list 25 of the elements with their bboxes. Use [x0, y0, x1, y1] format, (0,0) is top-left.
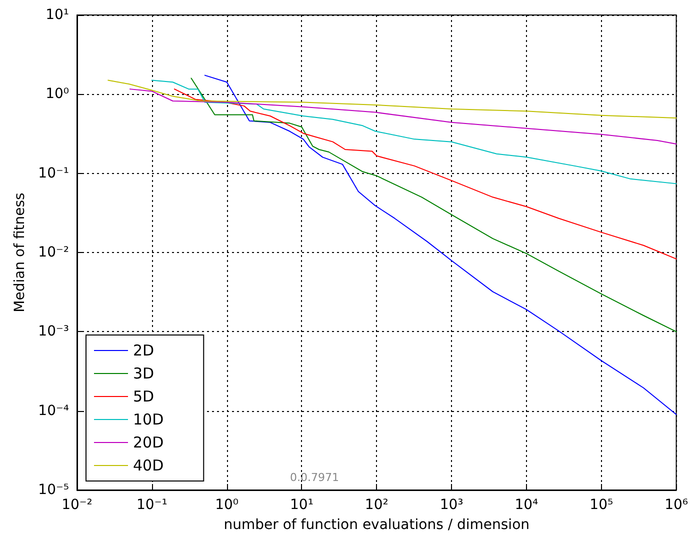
x-tick-label: 10⁻¹ [136, 497, 168, 513]
legend-label: 5D [133, 388, 154, 406]
x-tick-label: 10⁰ [215, 497, 239, 513]
legend-label: 20D [133, 434, 164, 452]
y-tick-label: 10⁻⁵ [38, 482, 69, 498]
x-tick-label: 10² [364, 497, 388, 513]
y-tick-label: 10¹ [46, 7, 69, 23]
y-tick-label: 10⁰ [46, 86, 70, 102]
x-tick-label: 10⁻² [62, 497, 92, 513]
x-tick-label: 10⁵ [590, 497, 614, 513]
y-tick-label: 10⁻¹ [38, 165, 69, 182]
x-tick-label: 10³ [440, 497, 464, 513]
x-tick-label: 10⁶ [664, 497, 688, 513]
x-tick-label: 10⁴ [514, 497, 539, 513]
legend-label: 3D [133, 364, 154, 382]
legend-label: 2D [133, 342, 154, 360]
annotation: 0.0.7971 [290, 471, 339, 484]
y-tick-label: 10⁻⁴ [38, 402, 70, 419]
legend-label: 10D [133, 410, 164, 428]
y-tick-label: 10⁻² [38, 244, 69, 260]
y-axis-title: Median of fitness [12, 192, 28, 312]
y-tick-label: 10⁻³ [38, 324, 69, 340]
x-tick-label: 10¹ [290, 497, 314, 513]
x-axis-title: number of function evaluations / dimension [224, 517, 530, 533]
legend-label: 40D [133, 456, 164, 474]
